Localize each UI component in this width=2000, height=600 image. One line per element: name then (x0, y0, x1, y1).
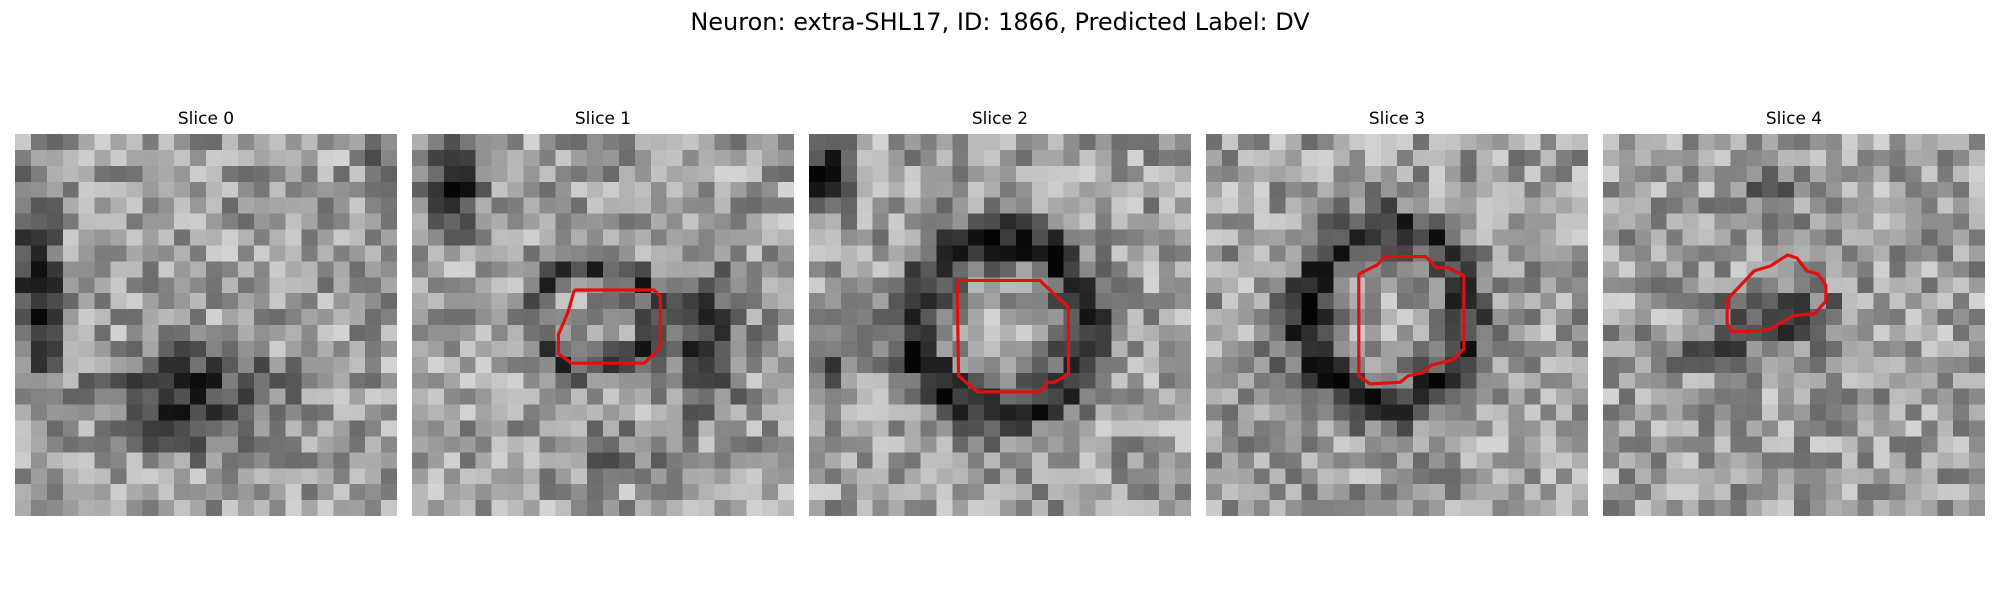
slice-title: Slice 2 (971, 109, 1029, 129)
segmentation-contour (556, 288, 662, 365)
segmentation-contour (955, 278, 1071, 394)
slice-panel-3: Slice 3 (1206, 108, 1588, 516)
slice-image (15, 134, 397, 516)
slice-panel-2: Slice 2 (809, 108, 1191, 516)
slice-image (1206, 134, 1588, 516)
slice-title: Slice 3 (1368, 109, 1426, 129)
slice-title: Slice 1 (574, 109, 632, 129)
slice-image (1603, 134, 1985, 516)
slice-panel-1: Slice 1 (412, 108, 794, 516)
slice-heatmap (1603, 134, 1985, 516)
slice-image (412, 134, 794, 516)
slice-title: Slice 0 (177, 109, 235, 129)
slice-title: Slice 4 (1765, 109, 1823, 129)
slice-heatmap (809, 134, 1191, 516)
slice-heatmap (15, 134, 397, 516)
slice-heatmap (1206, 134, 1588, 516)
figure-title: Neuron: extra-SHL17, ID: 1866, Predicted… (690, 8, 1310, 36)
segmentation-contour (1357, 254, 1466, 386)
segmentation-contour (1725, 253, 1828, 333)
slice-image (809, 134, 1191, 516)
slice-panel-4: Slice 4 (1603, 108, 1985, 516)
slice-heatmap (412, 134, 794, 516)
slice-panel-0: Slice 0 (15, 108, 397, 516)
